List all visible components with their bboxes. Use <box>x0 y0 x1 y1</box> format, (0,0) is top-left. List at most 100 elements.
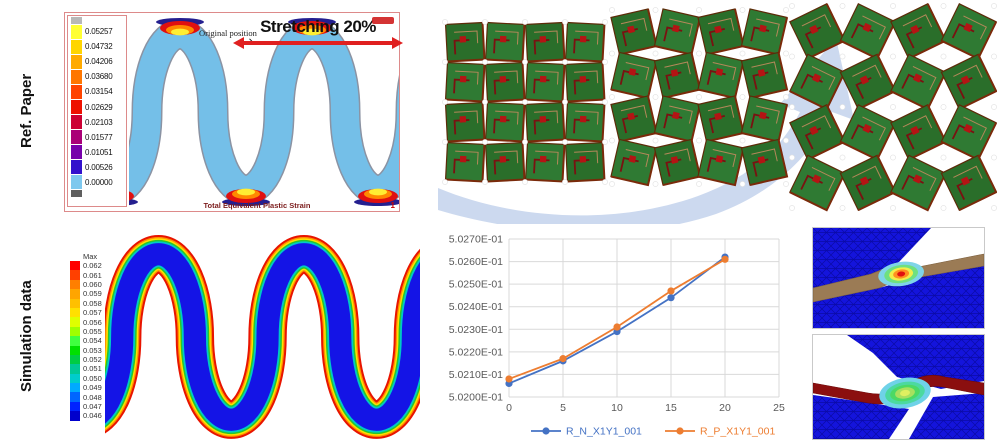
hinge-node <box>602 139 608 145</box>
legend-series-label: R_N_X1Y1_001 <box>566 426 642 438</box>
x-axis-tick-label: 15 <box>665 402 677 414</box>
pcb-component <box>862 22 872 33</box>
pcb-component <box>671 111 680 120</box>
hinge-node <box>739 50 746 57</box>
chart-data-point <box>667 294 675 302</box>
hinge-node <box>562 139 568 145</box>
hinge-node <box>739 7 746 13</box>
plastic-strain-colorbar: 0.05257 0.04732 0.04206 0.03680 0.03154 0.026… <box>67 15 127 207</box>
colorbar-entry: 0.03680 <box>71 69 126 84</box>
pcb-tile <box>940 3 997 60</box>
colorbar-swatch <box>70 261 80 271</box>
hinge-node <box>789 3 795 9</box>
legend-marker-swatch <box>676 427 684 435</box>
pcb-component <box>811 73 822 83</box>
pcb-component <box>963 123 973 134</box>
colorbar-entry: 0.01577 <box>71 130 126 145</box>
auxetic-deformation-sequence <box>438 3 997 224</box>
pcb-tile <box>740 95 789 143</box>
pcb-tile <box>610 95 658 143</box>
colorbar-value: 0.049 <box>83 383 102 393</box>
original-position-label: Original position <box>199 28 257 38</box>
pcb-component <box>539 116 547 123</box>
colorbar-value: 0.058 <box>83 298 102 308</box>
y-axis-tick-label: 5.0250E-01 <box>449 279 503 291</box>
pcb-component <box>757 69 766 77</box>
stress-hotspot <box>879 377 931 409</box>
colorbar-value: 0.050 <box>83 373 102 383</box>
chart-data-point <box>721 255 729 263</box>
y-axis-tick-label: 5.0270E-01 <box>449 234 503 246</box>
chart-data-point <box>559 355 567 363</box>
hinge-node <box>783 94 789 100</box>
colorbar-value: 0.060 <box>83 279 102 289</box>
pcb-tile <box>564 141 606 183</box>
hinge-node <box>602 59 608 65</box>
pcb-tile <box>697 138 745 187</box>
pcb-tile <box>740 8 789 56</box>
pcb-component <box>539 36 547 43</box>
hinge-node <box>839 53 846 60</box>
colorbar-swatch <box>70 392 80 402</box>
colorbar-entry: 0.03154 <box>71 84 126 99</box>
hinge-node <box>783 50 789 57</box>
hinge-node <box>739 137 746 144</box>
hinge-node <box>789 53 795 60</box>
pcb-tile <box>890 3 947 60</box>
pcb-tile <box>444 21 486 63</box>
colorbar-swatch <box>70 364 80 374</box>
colorbar-entry: 0.061 <box>70 270 102 280</box>
hinge-node <box>991 3 997 9</box>
pcb-tile <box>524 61 566 103</box>
colorbar-swatch <box>70 279 80 290</box>
colorbar-entry: 0.058 <box>70 298 102 308</box>
pcb-tile <box>697 51 745 100</box>
pcb-component <box>910 125 920 136</box>
legend-series-label: R_P_X1Y1_001 <box>700 426 775 438</box>
hinge-node <box>940 3 947 9</box>
colorbar-value: 0.061 <box>83 270 102 280</box>
colorbar-entry: 0.05257 <box>71 24 126 39</box>
colorbar-value: 0.03154 <box>85 87 113 97</box>
pcb-component <box>715 155 724 163</box>
pcb-tile <box>524 21 566 63</box>
hinge-node <box>839 205 846 211</box>
pcb-component <box>627 112 635 121</box>
hinge-node <box>522 179 528 185</box>
ref-paper-figure: 0.05257 0.04732 0.04206 0.03680 0.03154 0.026… <box>64 12 403 212</box>
hinge-node <box>839 104 846 110</box>
pcb-tile <box>610 8 658 56</box>
pcb-tile <box>697 95 745 143</box>
colorbar-swatch <box>70 345 80 355</box>
legend-marker-swatch <box>542 427 550 435</box>
hinge-node <box>602 179 608 185</box>
pcb-component <box>670 156 679 164</box>
hinge-node <box>609 137 615 144</box>
colorbar-swatch <box>70 336 80 346</box>
hinge-node <box>890 53 896 60</box>
hinge-node <box>562 99 568 105</box>
hinge-node <box>789 104 795 110</box>
colorbar-swatch <box>71 160 82 175</box>
colorbar-value: 0.04732 <box>85 42 113 52</box>
hinge-node <box>522 99 528 105</box>
colorbar-swatch <box>70 373 80 384</box>
y-axis-tick-label: 5.0220E-01 <box>449 346 503 358</box>
strain-hotspots <box>129 18 399 206</box>
colorbar-swatch <box>70 307 80 318</box>
hinge-node <box>940 104 947 110</box>
hinge-node <box>890 154 896 161</box>
hinge-node <box>652 50 659 57</box>
pcb-tile <box>610 51 658 100</box>
mesh-region <box>847 335 984 389</box>
colorbar-swatch <box>71 115 82 130</box>
simulation-colorbar: Max 0.062 0.061 0.060 0.059 0.058 0.057 0.056 0.… <box>70 252 102 421</box>
x-axis-tick-label: 25 <box>773 402 785 414</box>
colorbar-value: 0.00526 <box>85 162 113 172</box>
pcb-component <box>960 176 971 186</box>
colorbar-entry: 0.04206 <box>71 54 126 69</box>
pcb-component <box>579 76 587 83</box>
colorbar-value: 0.04206 <box>85 57 113 67</box>
colorbar-swatch <box>71 175 82 190</box>
hinge-node <box>739 94 746 100</box>
